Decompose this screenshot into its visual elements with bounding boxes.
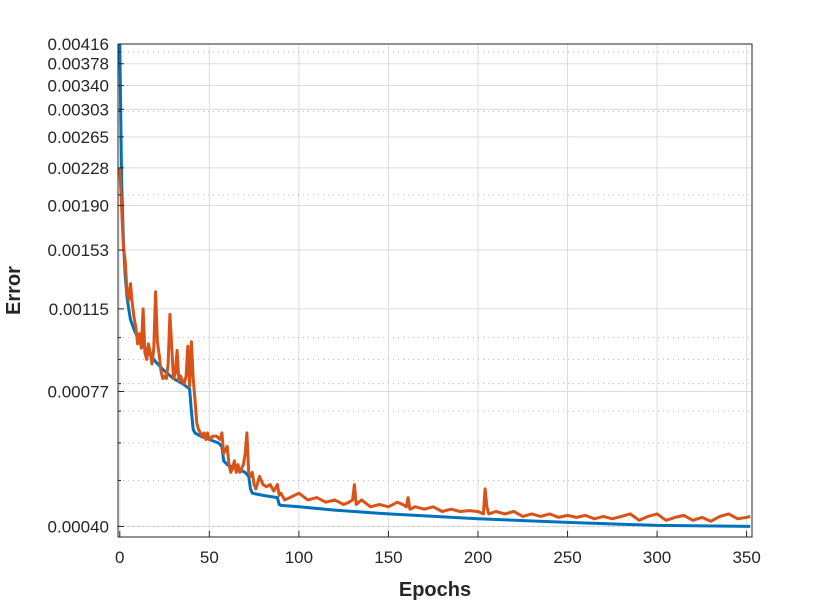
x-tick-label: 50 <box>200 548 219 567</box>
y-tick-label: 0.00153 <box>48 241 109 260</box>
x-tick-label: 200 <box>464 548 492 567</box>
y-tick-label: 0.00077 <box>48 383 109 402</box>
x-tick-label: 300 <box>643 548 671 567</box>
y-tick-label: 0.00190 <box>48 196 109 215</box>
y-axis-label: Error <box>3 266 25 315</box>
plot-area-border <box>117 43 753 538</box>
y-tick-label: 0.00115 <box>49 300 109 319</box>
x-tick-label: 150 <box>374 548 402 567</box>
x-tick-label: 100 <box>285 548 313 567</box>
series-layer <box>118 43 751 528</box>
x-tick-label: 0 <box>115 548 124 567</box>
series-line-1 <box>118 43 751 528</box>
y-tick-label: 0.00040 <box>48 517 109 536</box>
y-tick-label: 0.00378 <box>48 55 109 74</box>
x-axis-ticks: 0 50 100 150 200 250 300 350 <box>115 531 761 567</box>
y-tick-label: 0.00265 <box>48 128 109 147</box>
grid <box>118 43 752 537</box>
x-tick-label: 250 <box>553 548 581 567</box>
y-axis-ticks: 0.00040 0.00077 0.00115 0.00153 0.00190 0.002… <box>48 35 124 536</box>
x-axis-label: Epochs <box>399 579 471 601</box>
y-tick-label: 0.00228 <box>48 159 109 178</box>
y-tick-label: 0.00416 <box>48 35 109 54</box>
y-tick-label: 0.00303 <box>48 100 109 119</box>
x-tick-label: 350 <box>732 548 760 567</box>
series-line-2 <box>118 167 751 523</box>
y-tick-label: 0.00340 <box>48 77 109 96</box>
